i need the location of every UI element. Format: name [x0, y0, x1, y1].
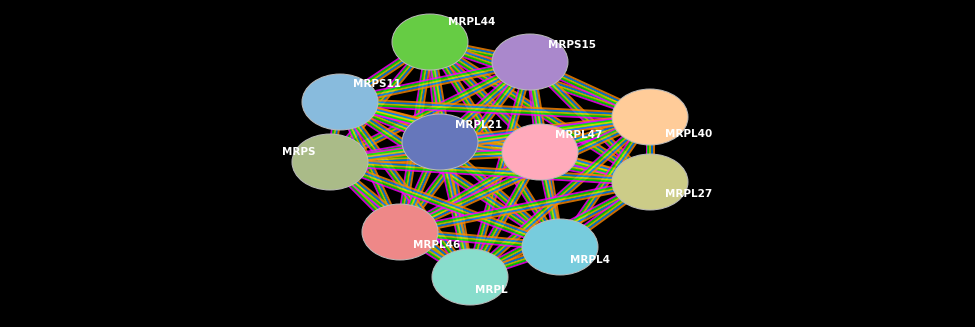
Text: MRPL47: MRPL47: [555, 130, 603, 140]
Ellipse shape: [292, 134, 368, 190]
Ellipse shape: [402, 114, 478, 170]
Ellipse shape: [362, 204, 438, 260]
Ellipse shape: [432, 249, 508, 305]
Text: MRPL4: MRPL4: [570, 255, 610, 265]
Text: MRPS11: MRPS11: [353, 79, 401, 89]
Text: MRPL: MRPL: [475, 285, 508, 295]
Ellipse shape: [302, 74, 378, 130]
Ellipse shape: [392, 14, 468, 70]
Ellipse shape: [502, 124, 578, 180]
Ellipse shape: [612, 89, 688, 145]
Ellipse shape: [522, 219, 598, 275]
Text: MRPS15: MRPS15: [548, 40, 596, 50]
Text: MRPL44: MRPL44: [448, 17, 495, 27]
Text: MRPL46: MRPL46: [413, 240, 460, 250]
Text: MRPL21: MRPL21: [455, 120, 502, 130]
Ellipse shape: [612, 154, 688, 210]
Text: MRPS: MRPS: [282, 147, 316, 157]
Text: MRPL27: MRPL27: [665, 189, 713, 199]
Ellipse shape: [492, 34, 568, 90]
Text: MRPL40: MRPL40: [665, 129, 713, 139]
